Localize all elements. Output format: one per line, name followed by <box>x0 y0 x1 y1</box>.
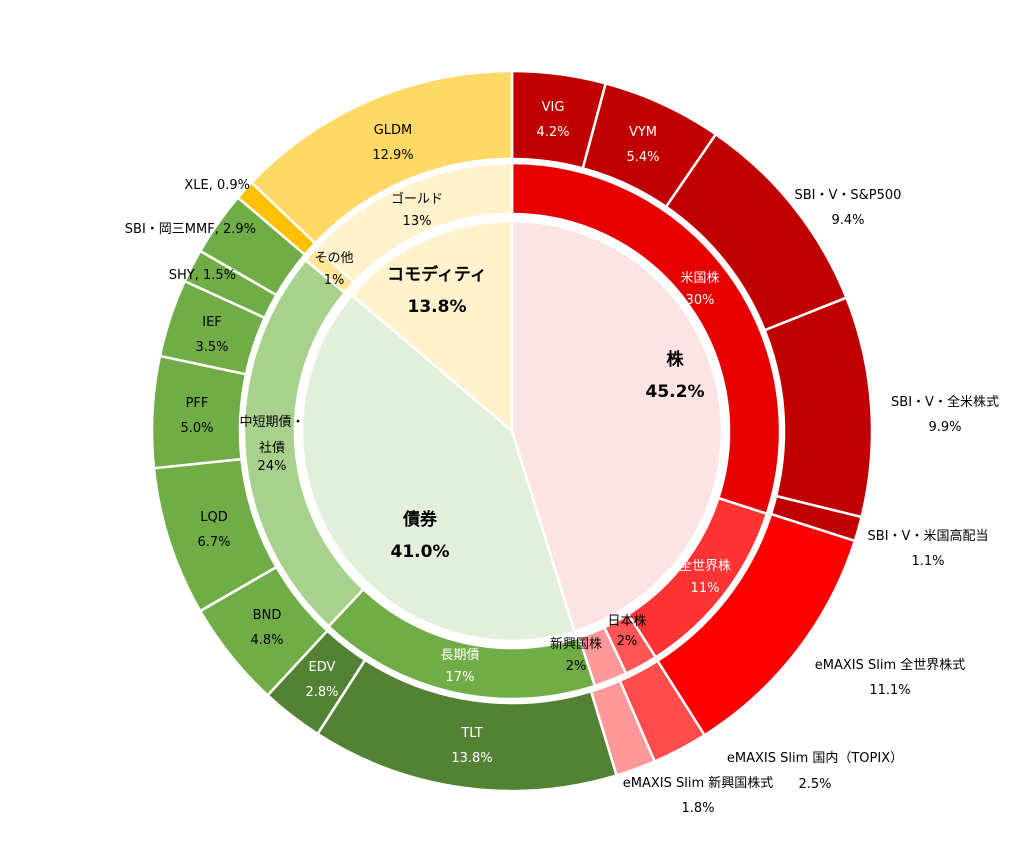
middle-label-0-0: 米国株 <box>680 271 719 286</box>
outer-label-10: BND <box>253 608 282 623</box>
outer-label-15: SBI・岡三MMF, 2.9% <box>125 222 256 237</box>
outer-label-5: eMAXIS Slim 全世界株式 <box>815 657 966 673</box>
inner-ring <box>300 219 724 643</box>
middle-label-2-0: 日本株 <box>607 614 646 629</box>
inner-label-1: 債券 <box>402 509 438 530</box>
data-labels: 株 45.2% 債券 41.0% コモディティ 13.8% 米国株 30% 全世界株 11% 日本株… <box>125 100 999 816</box>
outer-value-1: 5.4% <box>626 150 659 165</box>
middle-label-3-0: 新興国株 <box>550 636 602 652</box>
outer-label-1: VYM <box>629 125 657 140</box>
outer-label-2: SBI・V・S&P500 <box>795 188 902 203</box>
outer-slice-12-pff <box>150 354 248 470</box>
outer-value-6: 2.5% <box>798 777 831 792</box>
outer-value-11: 6.7% <box>197 535 230 550</box>
middle-label-7-0: ゴールド <box>391 191 443 207</box>
outer-value-10: 4.8% <box>250 633 283 648</box>
inner-slice-2-item <box>350 219 514 434</box>
outer-label-6: eMAXIS Slim 国内（TOPIX） <box>727 750 903 766</box>
middle-value-6: 1% <box>324 273 345 288</box>
outer-value-12: 5.0% <box>180 421 213 436</box>
inner-slice-1-item <box>300 293 576 643</box>
middle-ring <box>242 161 782 701</box>
inner-label-0: 株 <box>667 349 685 370</box>
outer-slice-17-gldm <box>249 69 514 246</box>
inner-value-1: 41.0% <box>391 542 450 562</box>
middle-label-6-0: その他 <box>314 251 353 266</box>
middle-value-4: 17% <box>446 670 475 685</box>
outer-value-8: 13.8% <box>451 751 492 766</box>
outer-label-8: TLT <box>460 726 482 741</box>
outer-value-0: 4.2% <box>536 125 569 140</box>
outer-label-7: eMAXIS Slim 新興国株式 <box>623 775 774 791</box>
middle-value-2: 2% <box>617 634 638 649</box>
middle-value-3: 2% <box>566 659 587 674</box>
outer-value-3: 9.9% <box>928 420 961 435</box>
outer-value-2: 9.4% <box>831 213 864 228</box>
inner-value-0: 45.2% <box>646 382 705 402</box>
middle-label-4-0: 長期債 <box>440 648 479 663</box>
outer-value-9: 2.8% <box>305 685 338 700</box>
middle-slice-7-item <box>314 161 514 285</box>
middle-label-1-0: 全世界株 <box>679 558 731 574</box>
inner-label-2: コモディティ <box>387 264 487 285</box>
middle-label-5-1: 社債 <box>259 440 285 456</box>
middle-label-5-0: 中短期債・ <box>239 415 304 430</box>
outer-slice-3-sbi-v <box>763 296 874 519</box>
outer-label-0: VIG <box>542 100 565 115</box>
middle-value-1: 11% <box>691 581 720 596</box>
outer-value-4: 1.1% <box>911 554 944 569</box>
outer-label-4: SBI・V・米国高配当 <box>868 528 989 544</box>
outer-label-11: LQD <box>200 510 228 525</box>
inner-slice-0-item <box>510 219 724 634</box>
outer-label-17: GLDM <box>374 123 413 138</box>
outer-label-13: IEF <box>202 315 222 330</box>
outer-value-5: 11.1% <box>869 683 910 698</box>
outer-label-12: PFF <box>186 396 209 411</box>
outer-value-7: 1.8% <box>681 801 714 816</box>
middle-value-5: 24% <box>258 459 287 474</box>
outer-value-13: 3.5% <box>195 340 228 355</box>
middle-value-0: 30% <box>686 293 715 308</box>
inner-value-2: 13.8% <box>408 297 467 317</box>
outer-label-16: XLE, 0.9% <box>184 178 250 193</box>
outer-label-14: SHY, 1.5% <box>169 268 236 283</box>
outer-ring <box>150 69 874 793</box>
outer-value-17: 12.9% <box>372 148 413 163</box>
outer-label-9: EDV <box>309 660 336 675</box>
outer-label-3: SBI・V・全米株式 <box>891 394 999 410</box>
middle-value-7: 13% <box>403 214 432 229</box>
